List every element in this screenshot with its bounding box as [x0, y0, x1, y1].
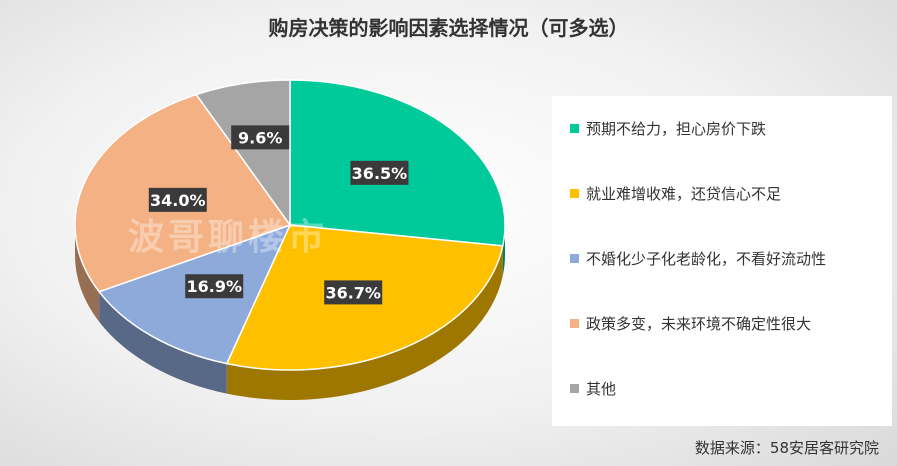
- legend-label-5: 其他: [586, 380, 617, 398]
- data-label-box-1: [350, 160, 409, 185]
- legend-swatch-1: [570, 124, 579, 133]
- legend-swatch-5: [570, 384, 579, 393]
- data-label-box-2: [324, 280, 383, 305]
- legend-label-3: 不婚化少子化老龄化，不看好流动性: [586, 250, 827, 268]
- source-note: 数据来源：58安居客研究院: [694, 439, 879, 457]
- legend-label-2: 就业难增收难，还贷信心不足: [586, 185, 782, 203]
- pie-top: [74, 79, 506, 371]
- data-label-box-4: [148, 187, 207, 212]
- data-label-5: 9.6%: [238, 128, 282, 147]
- pie-side-2: [226, 245, 503, 400]
- legend-swatch-2: [570, 189, 579, 198]
- legend-swatch-4: [570, 319, 579, 328]
- legend-label-4: 政策多变，未来环境不确定性很大: [586, 315, 812, 333]
- data-label-1: 36.5%: [352, 164, 408, 183]
- legend: 预期不给力，担心房价下跌 就业难增收难，还贷信心不足 不婚化少子化老龄化，不看好…: [552, 96, 892, 426]
- legend-item-3: 不婚化少子化老龄化，不看好流动性: [570, 248, 826, 269]
- data-label-box-5: [231, 125, 290, 150]
- data-label-3: 16.9%: [186, 277, 242, 296]
- pie-labels: 36.5% 36.7% 16.9% 34.0% 9.6%: [148, 125, 409, 305]
- data-label-box-3: [185, 274, 244, 299]
- pie-slice-5: [195, 79, 291, 228]
- legend-item-4: 政策多变，未来环境不确定性很大: [570, 313, 811, 334]
- data-label-2: 36.7%: [325, 283, 381, 302]
- legend-label-1: 预期不给力，担心房价下跌: [586, 120, 767, 138]
- legend-item-5: 其他: [570, 378, 616, 399]
- legend-swatch-3: [570, 254, 579, 263]
- chart-title: 购房决策的影响因素选择情况（可多选）: [268, 16, 629, 40]
- legend-item-1: 预期不给力，担心房价下跌: [570, 118, 766, 139]
- data-label-4: 34.0%: [150, 191, 206, 210]
- legend-item-2: 就业难增收难，还贷信心不足: [570, 183, 781, 204]
